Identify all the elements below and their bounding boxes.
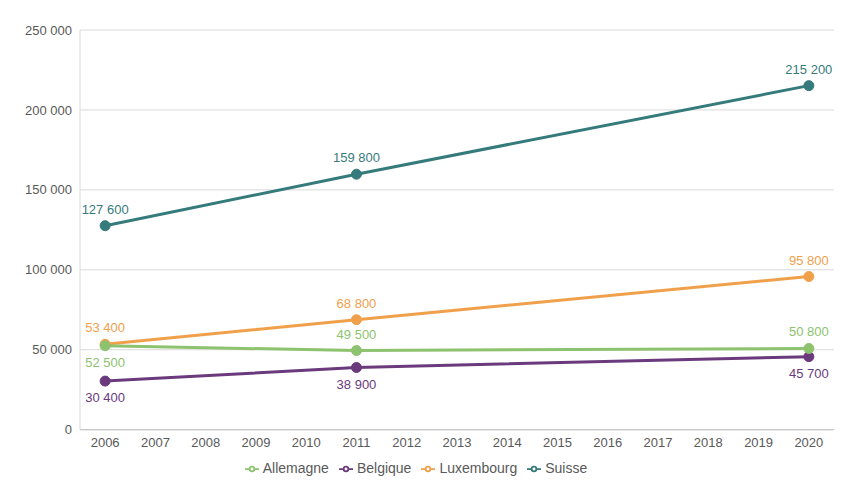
svg-text:50 000: 50 000 [32,342,72,357]
svg-text:95 800: 95 800 [789,253,829,268]
svg-text:150 000: 150 000 [25,182,72,197]
svg-text:2012: 2012 [392,435,421,450]
svg-text:49 500: 49 500 [337,327,377,342]
svg-text:2018: 2018 [694,435,723,450]
svg-text:2017: 2017 [644,435,673,450]
svg-text:30 400: 30 400 [85,390,125,405]
svg-text:2020: 2020 [794,435,823,450]
svg-text:215 200: 215 200 [785,62,832,77]
svg-text:2013: 2013 [443,435,472,450]
svg-text:2011: 2011 [342,435,370,450]
svg-text:159 800: 159 800 [333,150,380,165]
svg-text:2016: 2016 [593,435,622,450]
svg-text:2019: 2019 [744,435,773,450]
svg-text:68 800: 68 800 [337,296,377,311]
svg-text:127 600: 127 600 [82,202,129,217]
svg-text:2010: 2010 [292,435,321,450]
svg-text:2014: 2014 [493,435,522,450]
html-text:Belgique: Belgique [356,459,412,476]
svg-text:2009: 2009 [241,435,270,450]
svg-text:100 000: 100 000 [25,262,72,277]
svg-text:200 000: 200 000 [25,103,72,118]
svg-text:0: 0 [65,422,72,437]
html-text:Allemagne: Allemagne [262,459,329,476]
svg-text:2007: 2007 [141,435,170,450]
svg-text:38 900: 38 900 [337,377,377,392]
svg-text:45 700: 45 700 [789,366,829,381]
svg-text:2015: 2015 [543,435,572,450]
svg-text:2006: 2006 [91,435,120,450]
svg-text:50 800: 50 800 [789,324,829,339]
svg-text:2008: 2008 [191,435,220,450]
html-text:Luxembourg: Luxembourg [439,459,518,476]
svg-text:250 000: 250 000 [25,23,72,38]
svg-text:53 400: 53 400 [85,320,125,335]
svg-text:52 500: 52 500 [85,355,125,370]
html-text:Suisse: Suisse [545,459,588,476]
